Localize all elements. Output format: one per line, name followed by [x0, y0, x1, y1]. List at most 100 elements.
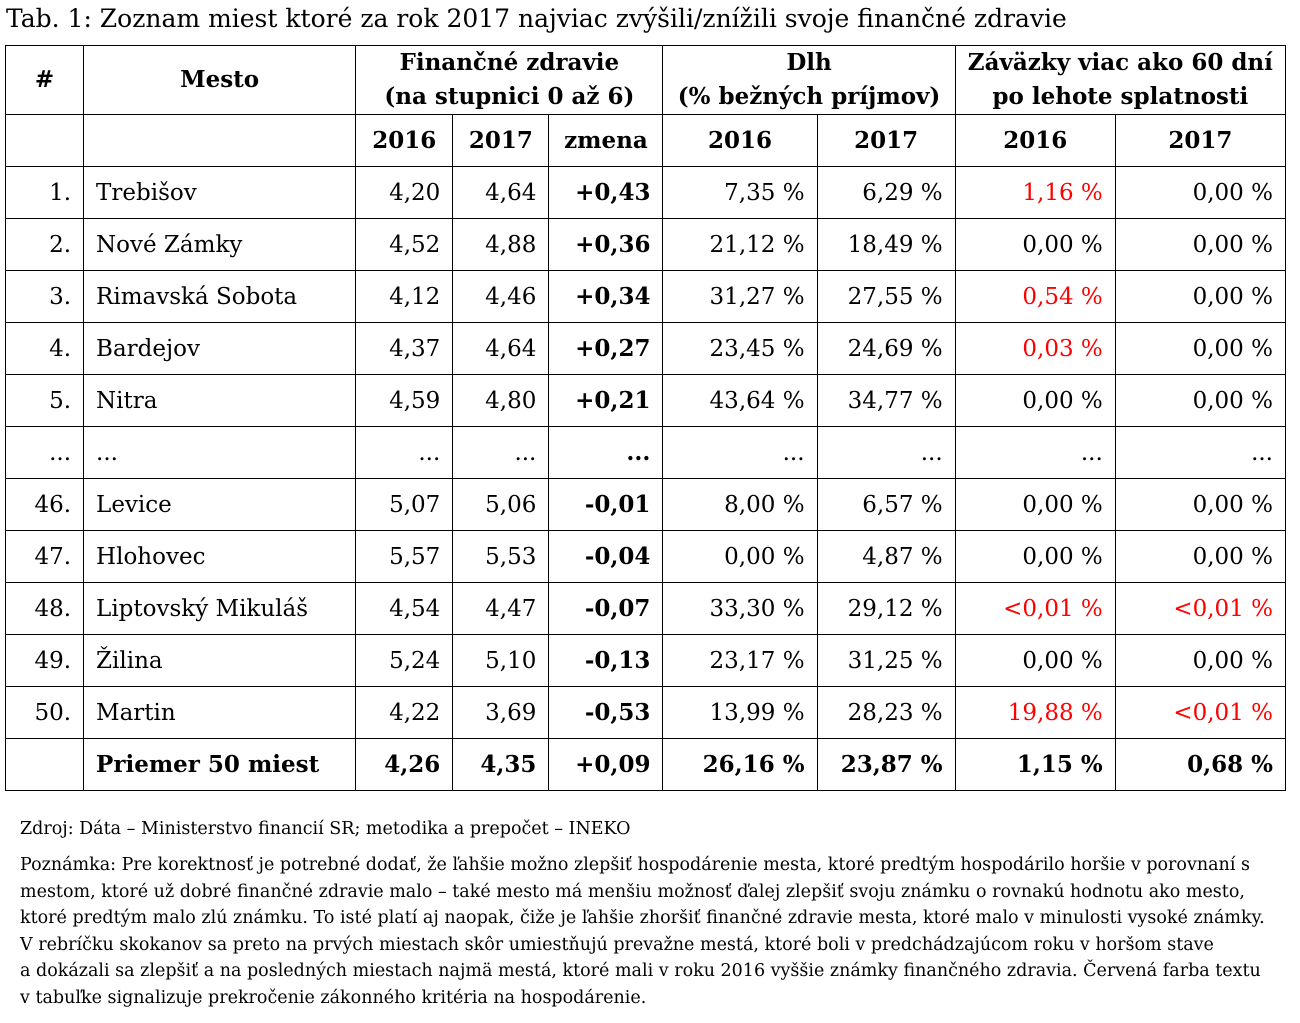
- cell-liabilities-2017: 0,00 %: [1114, 374, 1287, 427]
- cell-health-2017: 4,64: [452, 166, 550, 219]
- cell-health-2017: 3,69: [452, 686, 550, 739]
- cell-debt-2016: 21,12 %: [662, 218, 818, 271]
- cell-health-change: ...: [548, 426, 664, 479]
- remark-line: mestom, ktoré už dobré finančné zdravie …: [20, 881, 1245, 902]
- table-row: 5. Nitra 4,59 4,80 +0,21 43,64 % 34,77 % 0,00 %…: [4, 374, 1287, 427]
- cell-city: Bardejov: [83, 322, 357, 375]
- cell-debt-2017: 31,25 %: [816, 634, 956, 687]
- cell-health-change: +0,43: [548, 166, 664, 219]
- cell-liabilities-2017: 0,00 %: [1114, 634, 1287, 687]
- average-debt-2016: 26,16 %: [662, 738, 818, 791]
- cell-health-2016: ...: [355, 426, 454, 479]
- header-debt-line2: (% bežných príjmov): [677, 83, 941, 110]
- header-financial-health: Finančné zdravie (na stupnici 0 až 6): [355, 45, 664, 115]
- cell-health-2017: 4,46: [452, 270, 550, 323]
- cell-debt-2016: ...: [662, 426, 818, 479]
- cell-liabilities-2016: 0,00 %: [954, 478, 1116, 531]
- average-row: Priemer 50 miest 4,26 4,35 +0,09 26,16 %…: [4, 738, 1287, 791]
- table-row: 48. Liptovský Mikuláš 4,54 4,47 -0,07 33,30 %…: [4, 582, 1287, 635]
- source-note: Zdroj: Dáta – Ministerstvo financií SR; …: [20, 819, 631, 839]
- cell-liabilities-2016: 0,00 %: [954, 634, 1116, 687]
- average-liabilities-2017: 0,68 %: [1114, 738, 1287, 791]
- cell-health-change: -0,07: [548, 582, 664, 635]
- cell-health-2016: 5,07: [355, 478, 454, 531]
- cell-rank: 46.: [4, 478, 85, 531]
- cell-health-change: -0,53: [548, 686, 664, 739]
- cell-debt-2016: 43,64 %: [662, 374, 818, 427]
- cell-liabilities-2017: 0,00 %: [1114, 218, 1287, 271]
- cell-rank: 3.: [4, 270, 85, 323]
- cell-liabilities-2017: ...: [1114, 426, 1287, 479]
- table-header: # Mesto Finančné zdravie (na stupnici 0 …: [4, 45, 1287, 167]
- cell-health-2017: 5,06: [452, 478, 550, 531]
- cell-city: Nové Zámky: [83, 218, 357, 271]
- cell-rank: 1.: [4, 166, 85, 219]
- cell-health-change: +0,21: [548, 374, 664, 427]
- header-health-2017: 2017: [452, 114, 550, 167]
- cell-city: Liptovský Mikuláš: [83, 582, 357, 635]
- cell-debt-2017: 6,29 %: [816, 166, 956, 219]
- cell-liabilities-2017: 0,00 %: [1114, 270, 1287, 323]
- cell-health-2017: 4,64: [452, 322, 550, 375]
- header-row-sub: 2016 2017 zmena 2016 2017 2016 2017: [4, 114, 1287, 167]
- finance-table: # Mesto Finančné zdravie (na stupnici 0 …: [4, 45, 1287, 791]
- cell-health-2017: 5,10: [452, 634, 550, 687]
- header-debt-line1: Dlh: [786, 49, 832, 76]
- cell-health-2016: 5,24: [355, 634, 454, 687]
- table-row: 3. Rimavská Sobota 4,12 4,46 +0,34 31,27 % 27,…: [4, 270, 1287, 323]
- remark-line: a dokázali sa zlepšiť a na posledných mi…: [20, 961, 1261, 981]
- cell-rank: 49.: [4, 634, 85, 687]
- header-debt-2017: 2017: [816, 114, 956, 167]
- cell-liabilities-2017: 0,00 %: [1114, 166, 1287, 219]
- header-health-change: zmena: [548, 114, 664, 167]
- cell-liabilities-2016: 0,54 %: [954, 270, 1116, 323]
- cell-rank: 5.: [4, 374, 85, 427]
- cell-liabilities-2017: 0,00 %: [1114, 530, 1287, 583]
- average-liabilities-2016: 1,15 %: [954, 738, 1116, 791]
- cell-debt-2016: 23,45 %: [662, 322, 818, 375]
- header-liabilities-line2: po lehote splatnosti: [992, 83, 1249, 110]
- cell-health-2016: 4,54: [355, 582, 454, 635]
- cell-health-change: -0,13: [548, 634, 664, 687]
- header-liabilities-2016: 2016: [954, 114, 1116, 167]
- cell-health-2017: 4,88: [452, 218, 550, 271]
- cell-city: Trebišov: [83, 166, 357, 219]
- table-title: Tab. 1: Zoznam miest ktoré za rok 2017 n…: [6, 4, 1067, 33]
- cell-health-change: +0,36: [548, 218, 664, 271]
- cell-health-2017: 5,53: [452, 530, 550, 583]
- header-liabilities: Záväzky viac ako 60 dní po lehote splatn…: [954, 45, 1287, 115]
- cell-health-2017: ...: [452, 426, 550, 479]
- cell-health-2016: 5,57: [355, 530, 454, 583]
- cell-liabilities-2016: 0,00 %: [954, 530, 1116, 583]
- cell-liabilities-2016: 0,00 %: [954, 374, 1116, 427]
- header-health-2016: 2016: [355, 114, 454, 167]
- average-label: Priemer 50 miest: [83, 738, 357, 791]
- average-rank: [4, 738, 85, 791]
- cell-city: Rimavská Sobota: [83, 270, 357, 323]
- average-health-change: +0,09: [548, 738, 664, 791]
- table-row: 2. Nové Zámky 4,52 4,88 +0,36 21,12 % 18,49 % 0…: [4, 218, 1287, 271]
- cell-liabilities-2016: 0,03 %: [954, 322, 1116, 375]
- cell-rank: 2.: [4, 218, 85, 271]
- table-row: 47. Hlohovec 5,57 5,53 -0,04 0,00 % 4,87 % 0,00…: [4, 530, 1287, 583]
- remark-line: ktoré predtým malo zlú známku. To isté p…: [20, 908, 1265, 928]
- cell-liabilities-2016: 19,88 %: [954, 686, 1116, 739]
- cell-debt-2016: 8,00 %: [662, 478, 818, 531]
- header-financial-health-line1: Finančné zdravie: [399, 49, 620, 76]
- cell-city: ...: [83, 426, 357, 479]
- cell-debt-2017: 24,69 %: [816, 322, 956, 375]
- cell-debt-2017: 29,12 %: [816, 582, 956, 635]
- header-row-main: # Mesto Finančné zdravie (na stupnici 0 …: [4, 45, 1287, 115]
- cell-liabilities-2016: 0,00 %: [954, 218, 1116, 271]
- cell-health-change: -0,04: [548, 530, 664, 583]
- cell-liabilities-2017: 0,00 %: [1114, 478, 1287, 531]
- table-row: 1. Trebišov 4,20 4,64 +0,43 7,35 % 6,29 % 1,16 …: [4, 166, 1287, 219]
- cell-health-2017: 4,80: [452, 374, 550, 427]
- cell-health-2016: 4,52: [355, 218, 454, 271]
- average-health-2017: 4,35: [452, 738, 550, 791]
- header-sub-blank: [83, 114, 357, 167]
- cell-liabilities-2017: <0,01 %: [1114, 582, 1287, 635]
- table-row: ...........................: [4, 426, 1287, 479]
- cell-liabilities-2017: <0,01 %: [1114, 686, 1287, 739]
- header-liabilities-2017: 2017: [1114, 114, 1287, 167]
